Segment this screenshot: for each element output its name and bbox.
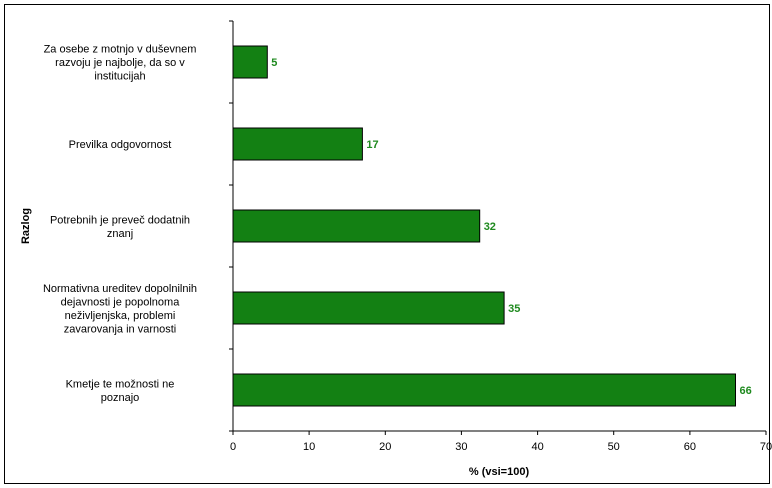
x-tick-label: 50 xyxy=(608,441,620,453)
category-label: Kmetje te možnosti ne poznajo xyxy=(66,378,175,404)
x-tick-label: 70 xyxy=(760,441,772,453)
bar-value-label: 17 xyxy=(366,139,378,151)
bar xyxy=(232,45,268,79)
x-tick-label: 40 xyxy=(531,441,543,453)
x-axis-title: % (vsi=100) xyxy=(469,466,530,478)
axes xyxy=(232,21,766,432)
y-axis-title: Razlog xyxy=(20,208,32,244)
category-label: Potrebnih je preveč dodatnih znanj xyxy=(50,214,190,240)
bar xyxy=(232,373,736,407)
category-label: Za osebe z motnjo v duševnem razvoju je n… xyxy=(44,44,197,83)
category-labels: Za osebe z motnjo v duševnem razvoju je n… xyxy=(43,44,197,404)
x-tick-label: 20 xyxy=(379,441,391,453)
bar-value-label: 35 xyxy=(508,303,520,315)
x-tick-label: 0 xyxy=(230,441,236,453)
bars xyxy=(232,45,736,407)
x-tick-label: 30 xyxy=(455,441,467,453)
y-axis-ticks xyxy=(229,20,233,432)
data-labels: 5 17 32 35 66 xyxy=(271,57,751,397)
bar-value-label: 5 xyxy=(271,57,277,69)
x-tick-label: 10 xyxy=(303,441,315,453)
category-label: Normativna ureditev dopolnilnih dejavnost… xyxy=(43,283,197,336)
bar-value-label: 32 xyxy=(484,221,496,233)
x-axis-ticks: 0 10 20 30 40 50 60 70 xyxy=(230,431,772,453)
bar-value-label: 66 xyxy=(740,385,752,397)
category-label: Previlka odgovornost xyxy=(69,139,172,151)
bar xyxy=(232,127,363,161)
bar xyxy=(232,209,481,243)
x-tick-label: 60 xyxy=(684,441,696,453)
bar xyxy=(232,291,505,325)
